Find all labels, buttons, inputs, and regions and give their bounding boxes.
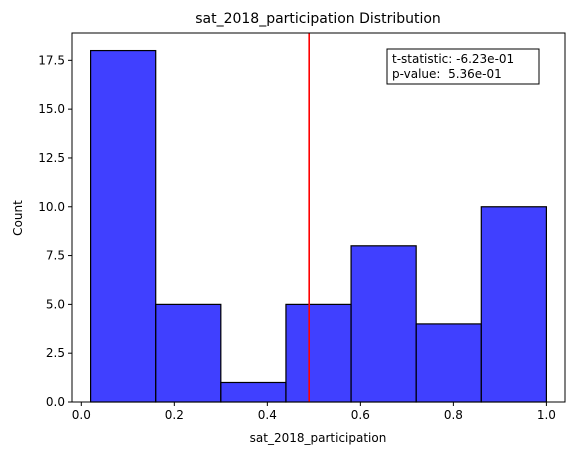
stats-t-statistic: t-statistic: -6.23e-01 xyxy=(392,52,514,66)
stats-annotation-box xyxy=(386,48,540,85)
y-tick-label-0: 0.0 xyxy=(46,395,65,409)
stats-p-value: p-value: 5.36e-01 xyxy=(392,67,502,81)
y-tick-label-6: 15.0 xyxy=(38,102,65,116)
chart-title: sat_2018_participation Distribution xyxy=(195,11,441,27)
histogram-bar-3 xyxy=(220,381,287,403)
y-tick-label-2: 5.0 xyxy=(46,297,65,311)
x-tick-label-1: 0.2 xyxy=(165,408,184,422)
histogram-bar-6 xyxy=(415,323,482,403)
y-tick-label-1: 2.5 xyxy=(46,346,65,360)
x-tick-label-0: 0.0 xyxy=(72,408,91,422)
x-axis-label: sat_2018_participation xyxy=(250,431,387,445)
histogram-bar-2 xyxy=(155,303,222,403)
y-tick-label-4: 10.0 xyxy=(38,200,65,214)
histogram-bar-7 xyxy=(480,206,547,403)
histogram-bar-4 xyxy=(285,303,352,403)
y-tick-label-7: 17.5 xyxy=(38,53,65,67)
histogram-bar-1 xyxy=(90,49,157,403)
x-tick-label-4: 0.8 xyxy=(444,408,463,422)
histogram-bar-5 xyxy=(350,245,417,403)
x-tick-label-2: 0.4 xyxy=(258,408,277,422)
y-tick-label-5: 12.5 xyxy=(38,151,65,165)
y-axis-ticks: 0.0 2.5 5.0 7.5 10.0 12.5 15.0 17.5 xyxy=(38,53,72,409)
x-axis-ticks: 0.0 0.2 0.4 0.6 0.8 1.0 xyxy=(72,402,556,422)
x-tick-label-3: 0.6 xyxy=(351,408,370,422)
y-axis-label: Count xyxy=(11,200,25,236)
plot-frame xyxy=(71,32,566,403)
x-tick-label-5: 1.0 xyxy=(537,408,556,422)
histogram-bars xyxy=(90,49,547,403)
stats-annotation: t-statistic: -6.23e-01 p-value: 5.36e-01 xyxy=(386,48,540,85)
y-tick-label-3: 7.5 xyxy=(46,249,65,263)
